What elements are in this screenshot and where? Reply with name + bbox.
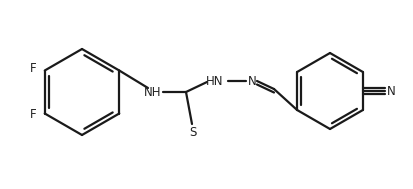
Text: F: F — [29, 108, 36, 121]
Text: N: N — [386, 84, 394, 98]
Text: S: S — [189, 126, 196, 139]
Text: F: F — [29, 62, 36, 75]
Text: HN: HN — [206, 74, 223, 88]
Text: N: N — [247, 74, 256, 88]
Text: NH: NH — [144, 85, 161, 98]
